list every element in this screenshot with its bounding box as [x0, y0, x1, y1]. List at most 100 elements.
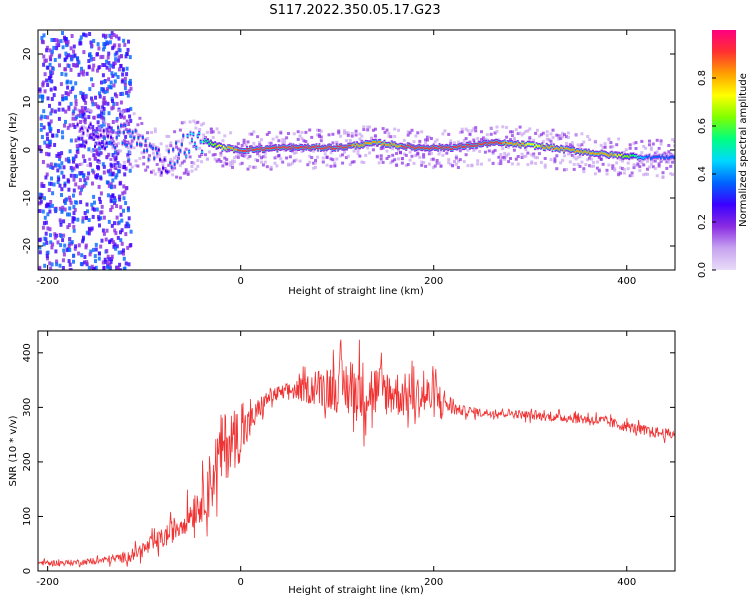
- heatmap-cell: [206, 140, 209, 143]
- heatmap-cell: [526, 129, 530, 133]
- heatmap-cell: [489, 126, 493, 130]
- heatmap-cell: [335, 145, 338, 148]
- heatmap-cell: [111, 99, 114, 103]
- heatmap-cell: [122, 139, 126, 143]
- heatmap-cell: [41, 80, 45, 85]
- heatmap-cell: [358, 145, 361, 148]
- heatmap-cell: [58, 63, 61, 68]
- heatmap-cell: [269, 141, 273, 145]
- heatmap-cell: [188, 155, 192, 159]
- heatmap-cell: [223, 156, 227, 160]
- heatmap-cell: [103, 129, 107, 133]
- heatmap-cell: [356, 152, 360, 156]
- heatmap-cell: [344, 139, 348, 143]
- heatmap-cell: [553, 157, 557, 161]
- heatmap-cell: [46, 256, 49, 261]
- heatmap-cell: [538, 144, 541, 147]
- heatmap-cell: [395, 144, 398, 147]
- heatmap-cell: [64, 157, 68, 162]
- heatmap-cell: [107, 183, 111, 188]
- heatmap-cell: [109, 129, 113, 133]
- heatmap-cell: [114, 246, 118, 251]
- heatmap-cell: [638, 159, 642, 163]
- heatmap-cell: [121, 191, 125, 196]
- heatmap-cell: [38, 209, 42, 213]
- heatmap-cell: [114, 231, 118, 236]
- heatmap-cell: [177, 147, 180, 151]
- x-tick-label: -200: [36, 276, 59, 287]
- heatmap-cell: [487, 158, 491, 162]
- heatmap-cell: [86, 209, 89, 214]
- heatmap-cell: [97, 135, 101, 139]
- heatmap-cell: [270, 147, 273, 150]
- heatmap-cell: [549, 158, 553, 162]
- heatmap-cell: [520, 133, 524, 137]
- heatmap-cell: [246, 147, 248, 150]
- heatmap-cell: [117, 220, 121, 225]
- heatmap-cell: [102, 96, 106, 100]
- heatmap-cell: [516, 132, 520, 136]
- heatmap-cell: [205, 140, 208, 143]
- heatmap-cell: [58, 206, 62, 211]
- heatmap-cell: [115, 215, 119, 220]
- heatmap-cell: [665, 155, 668, 158]
- heatmap-cell: [211, 153, 215, 157]
- heatmap-cell: [242, 141, 246, 145]
- heatmap-cell: [68, 206, 72, 211]
- heatmap-cell: [109, 168, 113, 173]
- heatmap-cell: [178, 176, 182, 180]
- heatmap-cell: [83, 255, 87, 259]
- heatmap-cell: [217, 131, 221, 135]
- heatmap-cell: [153, 127, 157, 131]
- heatmap-cell: [105, 128, 109, 132]
- heatmap-cell: [109, 259, 113, 264]
- heatmap-cell: [193, 143, 196, 146]
- heatmap-cell: [479, 143, 482, 146]
- heatmap-cell: [654, 156, 657, 158]
- heatmap-cell: [238, 162, 242, 166]
- heatmap-cell: [464, 145, 467, 148]
- heatmap-cell: [219, 144, 222, 147]
- heatmap-cell: [263, 160, 267, 164]
- heatmap-cell: [119, 110, 123, 114]
- heatmap-cell: [356, 149, 360, 153]
- heatmap-cell: [568, 148, 571, 151]
- heatmap-cell: [602, 152, 605, 155]
- heatmap-cell: [555, 133, 559, 137]
- heatmap-cell: [113, 242, 117, 247]
- heatmap-cell: [464, 137, 468, 141]
- heatmap-cell: [485, 133, 489, 137]
- heatmap-cell: [529, 143, 532, 146]
- heatmap-cell: [667, 150, 671, 154]
- heatmap-cell: [102, 215, 106, 220]
- heatmap-cell: [597, 169, 601, 173]
- heatmap-cell: [338, 145, 341, 148]
- heatmap-cell: [42, 33, 46, 38]
- heatmap-cell: [110, 164, 114, 169]
- heatmap-cell: [655, 174, 659, 178]
- heatmap-cell: [45, 151, 48, 156]
- heatmap-cell: [115, 50, 119, 55]
- heatmap-cell: [143, 150, 146, 153]
- heatmap-cell: [119, 230, 122, 235]
- heatmap-cell: [72, 204, 76, 209]
- heatmap-cell: [242, 154, 246, 158]
- heatmap-cell: [395, 152, 399, 155]
- heatmap-cell: [132, 146, 136, 150]
- heatmap-cell: [346, 154, 350, 158]
- heatmap-cell: [92, 57, 96, 61]
- heatmap-cell: [172, 148, 175, 151]
- heatmap-cell: [71, 111, 75, 116]
- heatmap-cell: [648, 143, 651, 147]
- heatmap-cell: [547, 138, 551, 142]
- heatmap-cell: [88, 157, 92, 161]
- heatmap-cell: [661, 171, 665, 175]
- heatmap-cell: [194, 126, 198, 130]
- heatmap-cell: [514, 128, 518, 132]
- heatmap-cell: [94, 102, 98, 107]
- heatmap-cell: [507, 145, 511, 149]
- heatmap-cell: [42, 54, 46, 59]
- heatmap-cell: [110, 106, 114, 111]
- heatmap-cell: [390, 142, 393, 145]
- heatmap-cell: [476, 137, 480, 140]
